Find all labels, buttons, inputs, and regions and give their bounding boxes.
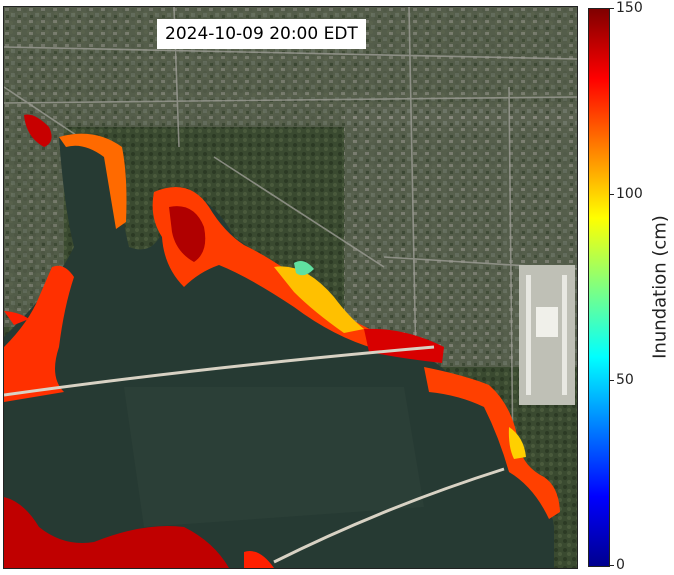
road-network [4,7,577,568]
colorbar [588,8,610,567]
inundation-south [4,497,229,568]
inundation-yellow-band [274,266,364,333]
inundation-patch-peninsula [169,206,206,262]
colorbar-tick-label: 50 [616,372,634,388]
causeway-north [4,345,435,397]
inundation-patch-west [4,311,29,325]
colorbar-tick-150 [609,8,614,9]
inundation-yellow-southeast [508,427,526,459]
map-panel [3,6,578,569]
colorbar-tick-label: 150 [616,0,643,16]
causeway-south [273,467,505,564]
bridges [4,345,505,564]
airport [519,265,575,405]
inundation-west-shore [4,265,74,402]
colorbar-tick-label: 100 [616,186,643,202]
colorbar-title: Inundation (cm) [649,215,671,359]
satellite-basemap [4,7,577,568]
inundation-southeast-shore [424,367,560,519]
inundation-overlay [4,114,560,568]
colorbar-tick-50 [609,380,614,381]
inundation-patch-south [244,551,274,568]
inundation-patch-nw [24,114,52,147]
colorbar-tick-label: 0 [616,557,625,573]
timestamp-label: 2024-10-09 20:00 EDT [157,19,366,49]
inundation-shallow-north [294,261,314,276]
colorbar-tick-0 [609,565,614,566]
colorbar-tick-100 [609,194,614,195]
inundation-upper-bay-shore [59,133,127,229]
inundation-patch-east [364,328,444,363]
